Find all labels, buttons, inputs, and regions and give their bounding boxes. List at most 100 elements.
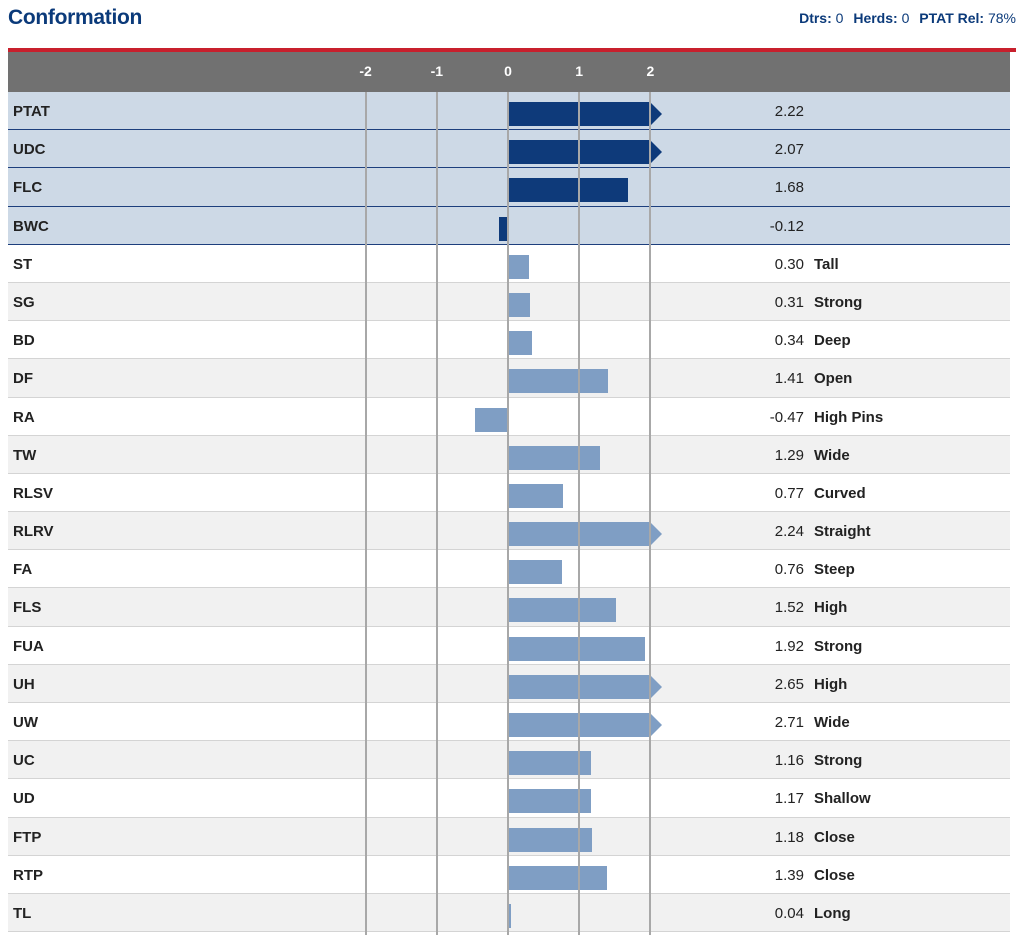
axis-tick-label: 2 bbox=[646, 63, 655, 79]
table-row: UW 2.71 Wide bbox=[8, 703, 1010, 742]
data-bar bbox=[508, 140, 663, 165]
data-value-label: 1.29 bbox=[774, 446, 804, 464]
data-bar bbox=[508, 292, 531, 317]
data-value-label: 2.71 bbox=[774, 714, 804, 731]
trait-label: FUA bbox=[13, 637, 44, 655]
data-value-label: 1.17 bbox=[774, 790, 804, 808]
trait-label: RLSV bbox=[13, 484, 54, 502]
table-row: FLC 1.68 bbox=[8, 168, 1010, 207]
ptat-rel-label: PTAT Rel: bbox=[919, 10, 985, 26]
trait-label: DF bbox=[13, 370, 33, 388]
data-bar bbox=[508, 560, 563, 585]
trait-descriptor: Wide bbox=[814, 714, 850, 731]
table-row: UD 1.17 Shallow bbox=[8, 779, 1010, 818]
trait-descriptor: Close bbox=[814, 866, 855, 884]
trait-label: UDC bbox=[13, 141, 46, 159]
header-divider bbox=[8, 48, 1016, 52]
data-value-label: 1.92 bbox=[774, 637, 804, 655]
data-bar bbox=[508, 445, 600, 470]
trait-descriptor: High bbox=[814, 599, 848, 617]
data-bar bbox=[508, 331, 533, 356]
table-row: TL 0.04 Long bbox=[8, 893, 1010, 933]
data-value-label: 0.04 bbox=[774, 904, 804, 922]
trait-label: FA bbox=[13, 561, 33, 579]
axis-tick-label: -1 bbox=[430, 63, 444, 79]
data-bar bbox=[508, 713, 663, 737]
trait-descriptor: Curved bbox=[814, 484, 866, 502]
data-value-label: 1.41 bbox=[774, 370, 804, 388]
trait-label: ST bbox=[13, 255, 33, 273]
trait-label: FLS bbox=[13, 599, 42, 617]
trait-descriptor: Straight bbox=[814, 523, 871, 541]
trait-descriptor: Long bbox=[814, 904, 851, 922]
trait-label: TW bbox=[13, 446, 37, 464]
trait-descriptor: Strong bbox=[814, 293, 863, 311]
data-bar bbox=[508, 483, 563, 508]
overflow-arrow-icon bbox=[650, 674, 663, 699]
trait-label: UH bbox=[13, 675, 35, 693]
table-row: FA 0.76 Steep bbox=[8, 550, 1010, 589]
trait-label: PTAT bbox=[13, 103, 50, 120]
table-row: RLRV 2.24 Straight bbox=[8, 512, 1010, 551]
data-value-label: -0.12 bbox=[769, 217, 804, 235]
trait-label: FTP bbox=[13, 828, 42, 846]
trait-descriptor: Shallow bbox=[814, 790, 871, 808]
dtrs-label: Dtrs: bbox=[799, 10, 832, 26]
table-row: TW 1.29 Wide bbox=[8, 435, 1010, 474]
trait-label: BWC bbox=[13, 217, 49, 235]
data-value-label: 1.39 bbox=[774, 866, 804, 884]
overflow-arrow-icon bbox=[650, 102, 663, 126]
ptat-rel-stat: PTAT Rel: 78% bbox=[919, 10, 1016, 26]
trait-descriptor: High Pins bbox=[814, 408, 884, 426]
table-row: FLS 1.52 High bbox=[8, 588, 1010, 627]
table-row: UC 1.16 Strong bbox=[8, 741, 1010, 780]
trait-descriptor: Close bbox=[814, 828, 855, 846]
herds-label: Herds: bbox=[853, 10, 898, 26]
axis-header: -2 -1 0 1 2 bbox=[8, 52, 1010, 92]
data-value-label: 1.18 bbox=[774, 828, 804, 846]
data-value-label: 1.16 bbox=[774, 752, 804, 770]
dtrs-stat: Dtrs: 0 bbox=[799, 10, 843, 26]
data-bar bbox=[508, 865, 607, 890]
data-bar bbox=[508, 522, 663, 547]
data-bar bbox=[508, 674, 663, 699]
table-row: RA -0.47 High Pins bbox=[8, 397, 1010, 436]
data-value-label: -0.47 bbox=[769, 408, 804, 426]
trait-descriptor: Strong bbox=[814, 637, 863, 655]
data-value-label: 0.31 bbox=[774, 293, 804, 311]
trait-label: RLRV bbox=[13, 523, 54, 541]
trait-descriptor: Strong bbox=[814, 752, 863, 770]
data-bar bbox=[508, 598, 617, 623]
stats-summary: Dtrs: 0 Herds: 0 PTAT Rel: 78% bbox=[799, 10, 1016, 26]
table-row: BD 0.34 Deep bbox=[8, 321, 1010, 360]
axis-tick-label: 1 bbox=[575, 63, 584, 79]
trait-descriptor: Open bbox=[814, 370, 853, 388]
table-row: BWC -0.12 bbox=[8, 206, 1010, 245]
trait-label: RTP bbox=[13, 866, 43, 884]
data-bar bbox=[508, 369, 609, 394]
table-row: FUA 1.92 Strong bbox=[8, 626, 1010, 665]
trait-descriptor: Deep bbox=[814, 332, 851, 350]
data-value-label: 2.07 bbox=[774, 141, 804, 159]
data-bar bbox=[508, 903, 511, 928]
data-bar bbox=[474, 407, 508, 432]
ptat-rel-value: 78% bbox=[987, 10, 1016, 26]
trait-label: TL bbox=[13, 904, 32, 922]
data-bar bbox=[508, 789, 592, 814]
trait-label: SG bbox=[13, 293, 35, 311]
axis-tick-label: 0 bbox=[504, 63, 512, 79]
data-value-label: 0.77 bbox=[774, 484, 804, 502]
trait-label: UW bbox=[13, 714, 38, 731]
table-row: RLSV 0.77 Curved bbox=[8, 473, 1010, 513]
trait-rows: PTAT 2.22 UDC 2.07 FLC 1.68 BWC -0.12 ST 0.30 Tall… bbox=[8, 92, 1010, 933]
axis-tick-label: -2 bbox=[359, 63, 372, 79]
data-bar bbox=[508, 254, 530, 279]
data-value-label: 1.52 bbox=[774, 599, 804, 617]
trait-descriptor: High bbox=[814, 675, 848, 693]
data-value-label: 0.30 bbox=[774, 255, 804, 273]
data-value-label: 2.22 bbox=[774, 103, 804, 120]
trait-descriptor: Steep bbox=[814, 561, 855, 579]
data-bar bbox=[499, 216, 508, 241]
table-row: UDC 2.07 bbox=[8, 130, 1010, 169]
data-bar bbox=[508, 102, 663, 126]
